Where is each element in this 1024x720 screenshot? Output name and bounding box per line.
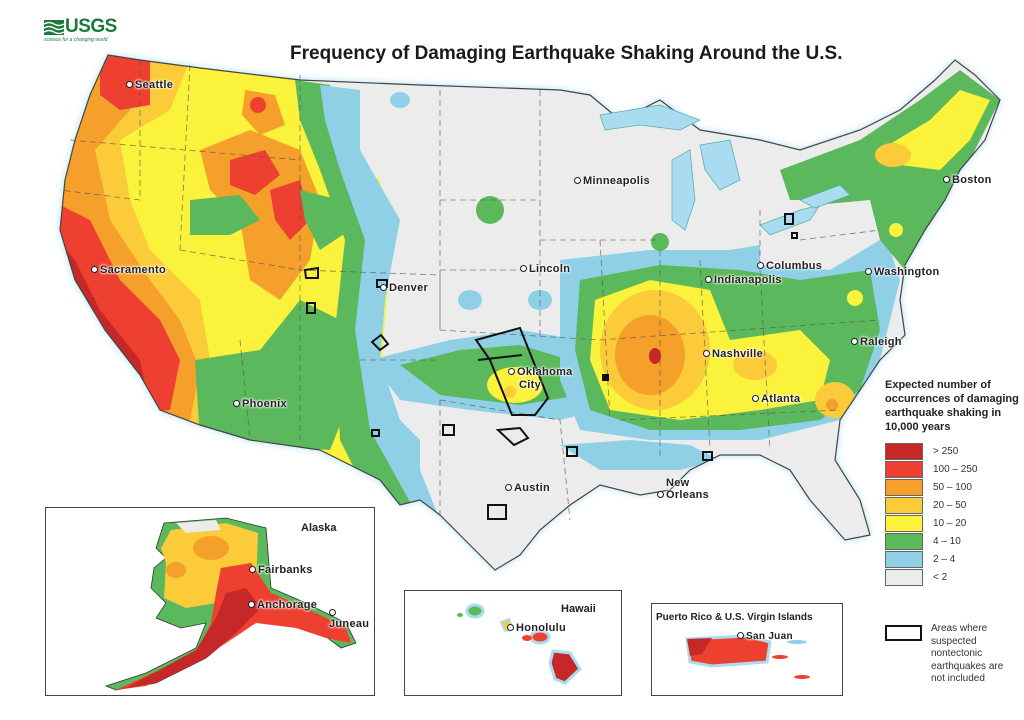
city-minneapolis: Minneapolis xyxy=(574,175,650,187)
legend-item: 50 – 100 xyxy=(885,478,1020,496)
city-fairbanks: Fairbanks xyxy=(249,564,313,576)
legend-item: < 2 xyxy=(885,568,1020,586)
city-marker-icon xyxy=(865,267,872,275)
city-marker-icon xyxy=(943,175,950,183)
legend-rows: > 250 100 – 250 50 – 100 20 – 50 10 – 20… xyxy=(885,442,1020,586)
city-juneau xyxy=(329,607,338,619)
city-marker-icon xyxy=(329,608,336,616)
alaska-inset: Alaska Fairbanks Anchorage Juneau xyxy=(45,507,375,696)
logo-text: USGS xyxy=(65,16,117,37)
puerto-rico-title: Puerto Rico & U.S. Virgin Islands xyxy=(656,612,813,623)
alaska-map xyxy=(104,517,357,691)
city-marker-icon xyxy=(851,337,858,345)
city-oklahoma-city-line2: City xyxy=(519,379,541,391)
legend-swatch xyxy=(885,514,923,532)
logo-tagline: science for a changing world xyxy=(44,37,108,43)
legend-swatch xyxy=(885,496,923,514)
legend: Expected number of occurrences of damagi… xyxy=(885,378,1020,586)
puerto-rico-map xyxy=(685,634,810,679)
legend-title: Expected number of occurrences of damagi… xyxy=(885,379,1019,433)
alaska-title: Alaska xyxy=(301,522,337,534)
city-marker-icon xyxy=(508,367,515,375)
city-marker-icon xyxy=(574,176,581,184)
city-marker-icon xyxy=(757,261,764,269)
city-new-orleans: New xyxy=(666,477,690,489)
city-marker-icon xyxy=(737,631,744,639)
city-san-juan: San Juan xyxy=(737,631,793,642)
city-juneau-label: Juneau xyxy=(329,618,370,630)
legend-item: 100 – 250 xyxy=(885,460,1020,478)
legend-swatch xyxy=(885,550,923,568)
legend-swatch xyxy=(885,442,923,460)
city-marker-icon xyxy=(249,565,256,573)
map-title: Frequency of Damaging Earthquake Shaking… xyxy=(290,43,843,64)
legend-swatch xyxy=(885,532,923,550)
hawaii-inset: Hawaii Honolulu xyxy=(404,590,622,696)
city-anchorage: Anchorage xyxy=(248,599,317,611)
legend-item: 4 – 10 xyxy=(885,532,1020,550)
usgs-logo: USGS science for a changing world xyxy=(44,16,134,43)
legend-swatch xyxy=(885,478,923,496)
city-marker-icon xyxy=(657,490,664,498)
legend-swatch xyxy=(885,460,923,478)
city-sacramento: Sacramento xyxy=(91,264,166,276)
legend-item: 10 – 20 xyxy=(885,514,1020,532)
city-marker-icon xyxy=(91,265,98,273)
city-seattle: Seattle xyxy=(126,79,173,91)
city-atlanta: Atlanta xyxy=(752,393,800,405)
city-denver: Denver xyxy=(380,282,428,294)
nontectonic-outline-icon xyxy=(885,625,922,641)
legend-swatch xyxy=(885,568,923,586)
city-new-orleans-line2: Orleans xyxy=(657,489,709,501)
city-marker-icon xyxy=(248,600,255,608)
legend-item: 2 – 4 xyxy=(885,550,1020,568)
nontectonic-label: Areas where suspected nontectonic earthq… xyxy=(931,623,1004,684)
city-marker-icon xyxy=(752,394,759,402)
city-washington: Washington xyxy=(865,266,940,278)
city-boston: Boston xyxy=(943,174,992,186)
city-marker-icon xyxy=(520,264,527,272)
city-austin: Austin xyxy=(505,482,550,494)
city-columbus: Columbus xyxy=(757,260,822,272)
legend-item: 20 – 50 xyxy=(885,496,1020,514)
city-marker-icon xyxy=(380,283,387,291)
city-phoenix: Phoenix xyxy=(233,398,287,410)
city-marker-icon xyxy=(703,349,710,357)
city-honolulu: Honolulu xyxy=(507,622,566,634)
city-marker-icon xyxy=(505,483,512,491)
city-raleigh: Raleigh xyxy=(851,336,902,348)
city-marker-icon xyxy=(705,275,712,283)
puerto-rico-inset: Puerto Rico & U.S. Virgin Islands San Ju… xyxy=(651,603,843,696)
city-lincoln: Lincoln xyxy=(520,263,570,275)
city-marker-icon xyxy=(507,623,514,631)
city-marker-icon xyxy=(126,80,133,88)
city-indianapolis: Indianapolis xyxy=(705,274,782,286)
city-oklahoma-city: Oklahoma xyxy=(508,366,573,378)
city-nashville: Nashville xyxy=(703,348,763,360)
usgs-wave-icon xyxy=(44,20,64,35)
hawaii-title: Hawaii xyxy=(561,603,596,615)
city-marker-icon xyxy=(233,399,240,407)
legend-item: > 250 xyxy=(885,442,1020,460)
